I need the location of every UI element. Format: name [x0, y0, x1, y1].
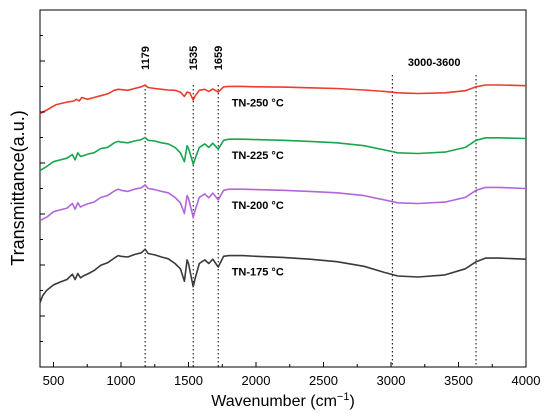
annotation-label: 1535	[188, 46, 200, 70]
x-axis-title-main: Wavenumber (cm	[211, 393, 337, 410]
x-tick-label: 3000	[377, 373, 406, 388]
x-tick-label: 2500	[309, 373, 338, 388]
series-line	[39, 136, 527, 172]
x-tick-label: 4000	[512, 373, 541, 388]
annotation-lines	[144, 75, 477, 367]
series-label: TN-175 °C	[232, 267, 284, 279]
x-axis-title-superscript: −1	[337, 391, 350, 403]
series-label: TN-225 °C	[232, 150, 284, 162]
series-label: TN-250 °C	[232, 97, 284, 109]
x-tick-label: 1500	[174, 373, 203, 388]
x-tick-label: 2000	[242, 373, 271, 388]
annotation-labels: 1179 1535 1659 3000-3600	[140, 46, 460, 70]
x-axis: 500 1000 1500 2000 2500 3000 3500 4000	[43, 362, 541, 388]
series-line	[39, 184, 527, 222]
x-tick-label: 500	[43, 373, 65, 388]
series-lines	[39, 84, 527, 303]
y-axis-title: Transmittance(a.u.)	[8, 110, 28, 265]
x-tick-label: 3500	[444, 373, 473, 388]
annotation-label: 1179	[140, 46, 152, 70]
annotation-label: 1659	[213, 46, 225, 70]
series-labels: TN-250 °C TN-225 °C TN-200 °C TN-175 °C	[232, 97, 284, 278]
annotation-label: 3000-3600	[408, 57, 461, 69]
series-label: TN-200 °C	[232, 200, 284, 212]
x-tick-label: 1000	[107, 373, 136, 388]
series-line	[39, 248, 527, 303]
series-line	[39, 84, 527, 115]
y-axis	[40, 35, 45, 342]
x-axis-title-close: )	[349, 393, 354, 410]
x-axis-title: Wavenumber (cm−1)	[211, 391, 355, 410]
